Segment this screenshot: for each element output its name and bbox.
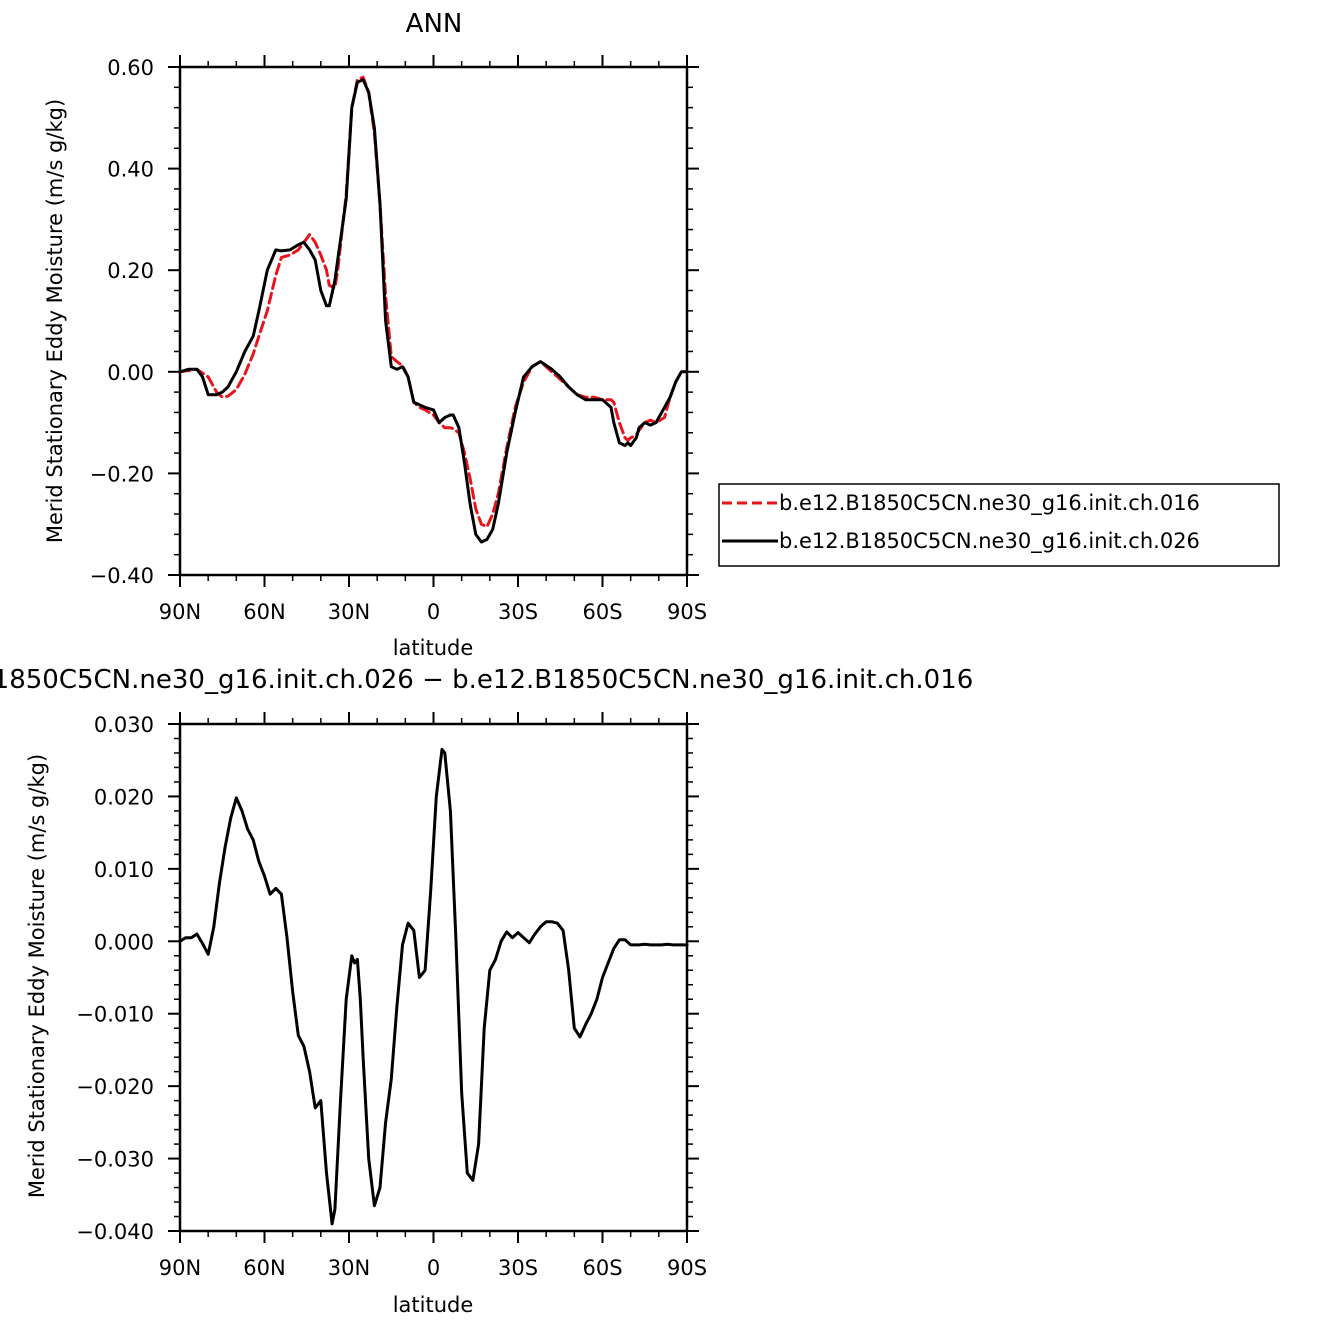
- bottom-panel: b.e12.B1850C5CN.ne30_g16.init.ch.026 − b…: [0, 665, 973, 1317]
- bottom-y-tick-label: 0.010: [94, 858, 154, 882]
- bottom-chart-title: b.e12.B1850C5CN.ne30_g16.init.ch.026 − b…: [0, 665, 973, 695]
- top-panel: ANN Merid Stationary Eddy Moisture (m/s …: [43, 9, 707, 660]
- top-x-tick-label: 0: [427, 600, 440, 624]
- bottom-x-tick-label: 90N: [159, 1256, 201, 1280]
- bottom-plot-frame: [178, 722, 689, 1233]
- top-y-axis-label: Merid Stationary Eddy Moisture (m/s g/kg…: [43, 99, 67, 543]
- legend-label-016: b.e12.B1850C5CN.ne30_g16.init.ch.016: [779, 491, 1200, 516]
- bottom-x-tick-label: 0: [427, 1256, 440, 1280]
- bottom-x-tick-label: 60S: [582, 1256, 622, 1280]
- top-series-line-1: [178, 75, 689, 529]
- top-y-tick-label: 0.40: [107, 158, 154, 182]
- top-series-layer: [178, 75, 689, 544]
- top-series-line-2: [178, 78, 689, 544]
- bottom-y-tick-label: −0.030: [76, 1148, 154, 1172]
- top-x-tick-label: 30S: [498, 600, 538, 624]
- bottom-x-tick-label: 30N: [328, 1256, 370, 1280]
- legend-box: [718, 483, 1280, 567]
- top-x-tick-label: 60N: [243, 600, 285, 624]
- bottom-y-tick-label: −0.040: [76, 1220, 154, 1244]
- bottom-y-axis-label: Merid Stationary Eddy Moisture (m/s g/kg…: [25, 754, 49, 1198]
- top-y-tick-label: 0.00: [107, 361, 154, 385]
- bottom-y-tick-label: 0.000: [94, 930, 154, 954]
- top-y-tick-label: −0.20: [90, 462, 154, 486]
- bottom-x-tick-label: 30S: [498, 1256, 538, 1280]
- legend-label-026: b.e12.B1850C5CN.ne30_g16.init.ch.026: [779, 529, 1200, 554]
- bottom-series-layer: [178, 747, 689, 1226]
- top-x-axis-label: latitude: [393, 636, 474, 660]
- bottom-x-axis-label: latitude: [393, 1293, 474, 1317]
- bottom-y-tick-label: −0.020: [76, 1075, 154, 1099]
- bottom-series-line-1: [178, 747, 689, 1226]
- bottom-y-tick-label: −0.010: [76, 1003, 154, 1027]
- bottom-x-tick-label: 60N: [243, 1256, 285, 1280]
- bottom-x-tick-label: 90S: [667, 1256, 707, 1280]
- bottom-y-tick-label: 0.020: [94, 785, 154, 809]
- top-x-tick-label: 90N: [159, 600, 201, 624]
- top-y-tick-label: 0.20: [107, 259, 154, 283]
- top-y-tick-label: 0.60: [107, 56, 154, 80]
- top-x-tick-label: 90S: [667, 600, 707, 624]
- legend: b.e12.B1850C5CN.ne30_g16.init.ch.016 b.e…: [718, 483, 1280, 567]
- bottom-axes: 90N 60N 30N 0 30S 60S 90S −0.040 −0.030 −0.020 −0.…: [76, 712, 707, 1280]
- top-y-tick-label: −0.40: [90, 564, 154, 588]
- bottom-y-tick-label: 0.030: [94, 713, 154, 737]
- top-axes: 90N 60N 30N 0 30S 60S 90S −0.40 −0.20 0.00 0.20 0.4…: [90, 55, 707, 624]
- top-x-tick-label: 60S: [582, 600, 622, 624]
- top-x-tick-label: 30N: [328, 600, 370, 624]
- top-chart-title: ANN: [406, 9, 463, 39]
